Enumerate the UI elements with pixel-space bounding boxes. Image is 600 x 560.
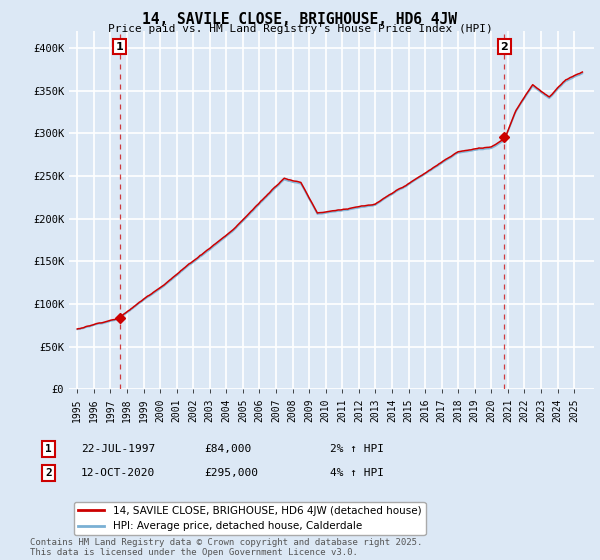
Text: 22-JUL-1997: 22-JUL-1997 bbox=[81, 444, 155, 454]
Text: £84,000: £84,000 bbox=[204, 444, 251, 454]
Text: 2: 2 bbox=[45, 468, 52, 478]
Text: Price paid vs. HM Land Registry's House Price Index (HPI): Price paid vs. HM Land Registry's House … bbox=[107, 24, 493, 34]
Text: 1: 1 bbox=[116, 41, 124, 52]
Text: 2: 2 bbox=[500, 41, 508, 52]
Text: 2% ↑ HPI: 2% ↑ HPI bbox=[330, 444, 384, 454]
Text: 4% ↑ HPI: 4% ↑ HPI bbox=[330, 468, 384, 478]
Text: 1: 1 bbox=[45, 444, 52, 454]
Text: 14, SAVILE CLOSE, BRIGHOUSE, HD6 4JW: 14, SAVILE CLOSE, BRIGHOUSE, HD6 4JW bbox=[143, 12, 458, 27]
Text: 12-OCT-2020: 12-OCT-2020 bbox=[81, 468, 155, 478]
Text: £295,000: £295,000 bbox=[204, 468, 258, 478]
Legend: 14, SAVILE CLOSE, BRIGHOUSE, HD6 4JW (detached house), HPI: Average price, detac: 14, SAVILE CLOSE, BRIGHOUSE, HD6 4JW (de… bbox=[74, 502, 425, 535]
Text: Contains HM Land Registry data © Crown copyright and database right 2025.
This d: Contains HM Land Registry data © Crown c… bbox=[30, 538, 422, 557]
